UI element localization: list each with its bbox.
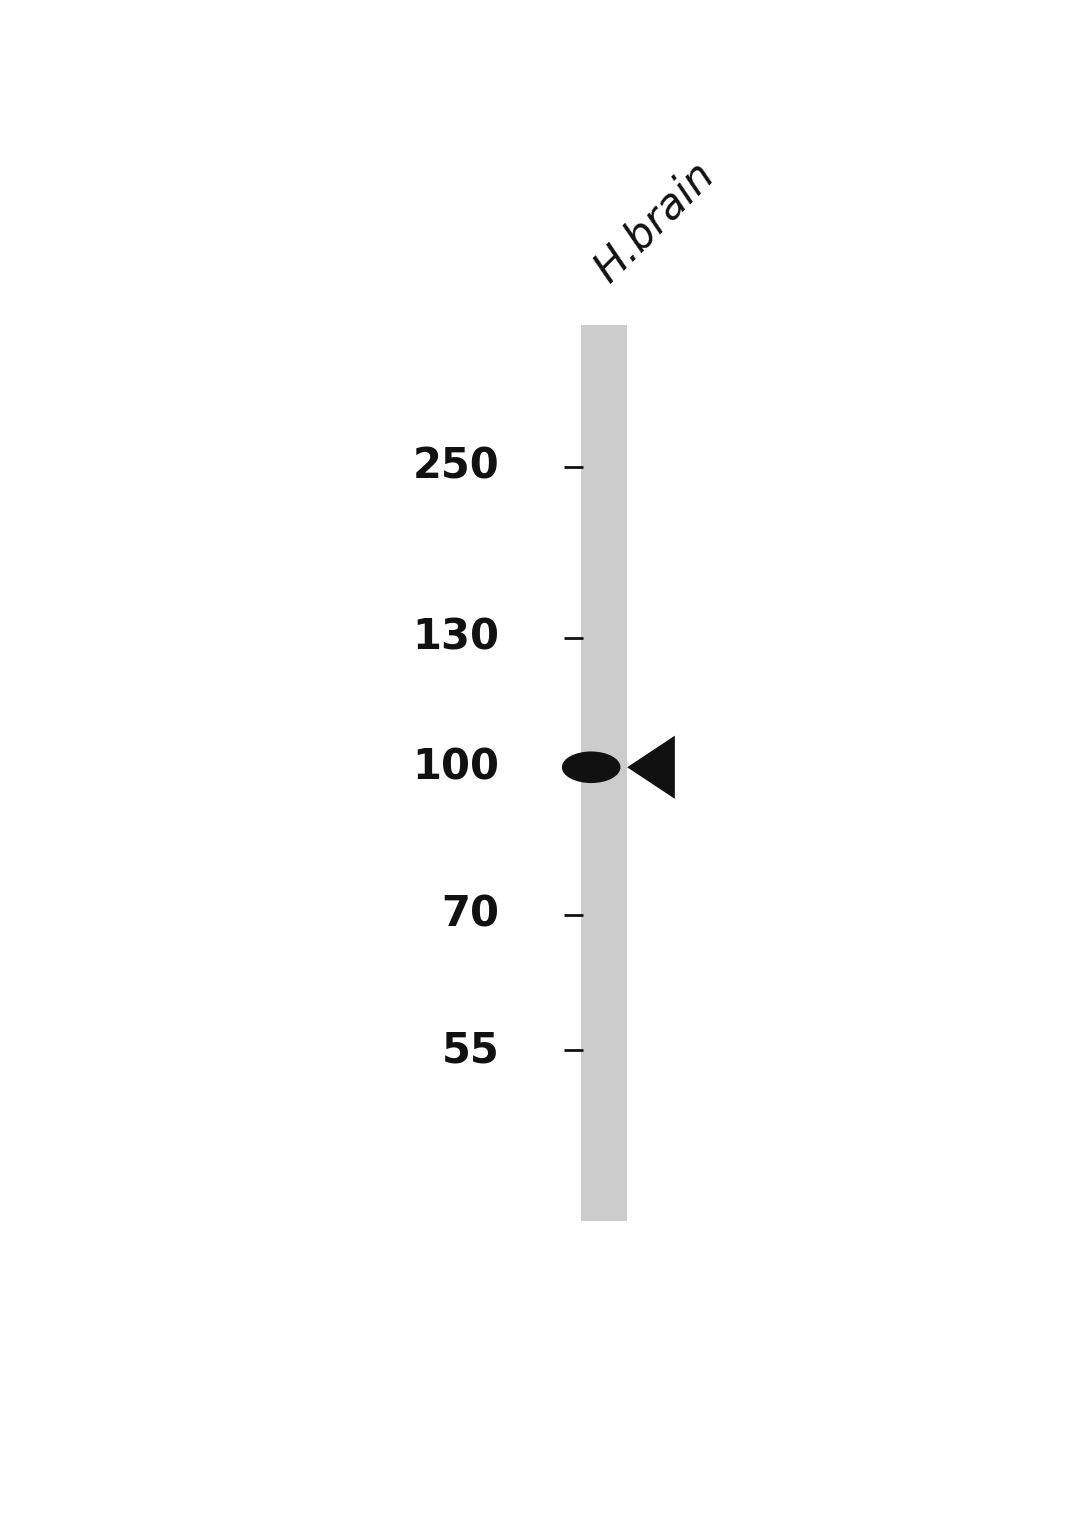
Text: H.brain: H.brain bbox=[586, 153, 724, 289]
Text: 130: 130 bbox=[413, 617, 499, 658]
Ellipse shape bbox=[562, 752, 620, 782]
Text: 250: 250 bbox=[413, 446, 499, 488]
Text: 70: 70 bbox=[441, 894, 499, 935]
Polygon shape bbox=[627, 736, 675, 799]
Text: 55: 55 bbox=[442, 1029, 499, 1072]
FancyBboxPatch shape bbox=[581, 325, 626, 1222]
Text: 100: 100 bbox=[413, 746, 499, 788]
